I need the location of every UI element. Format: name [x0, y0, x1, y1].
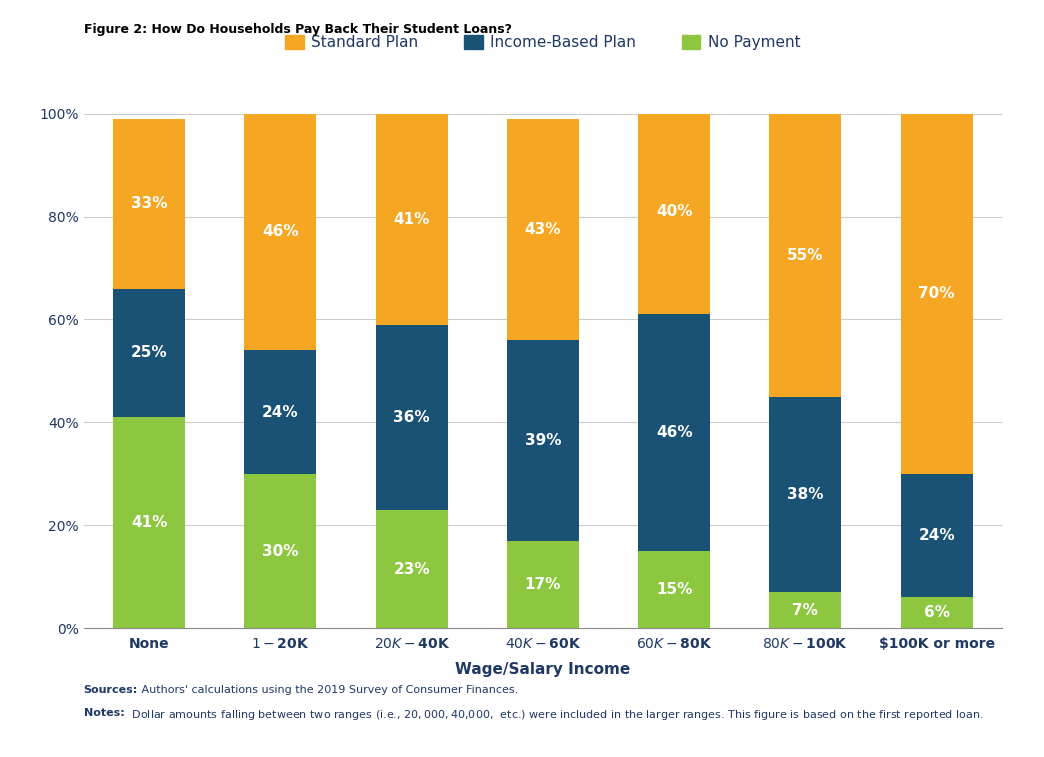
Text: 6%: 6%	[924, 606, 950, 621]
Bar	[244, 474, 316, 628]
Bar	[901, 474, 973, 597]
Text: 24%: 24%	[919, 528, 955, 544]
Text: 41%: 41%	[394, 211, 430, 226]
Bar	[506, 340, 579, 540]
Text: 46%: 46%	[656, 425, 692, 441]
Bar	[376, 510, 448, 628]
Text: 70%: 70%	[919, 286, 955, 301]
Bar	[113, 119, 185, 288]
Text: 17%: 17%	[525, 577, 561, 592]
Text: Authors' calculations using the 2019 Survey of Consumer Finances.: Authors' calculations using the 2019 Sur…	[138, 685, 518, 695]
Text: Dollar amounts falling between two ranges (i.e., $20,000, $40,000,  etc.) were i: Dollar amounts falling between two range…	[128, 708, 984, 721]
Bar	[244, 350, 316, 474]
Text: 36%: 36%	[394, 410, 430, 425]
Text: 15%: 15%	[656, 582, 692, 597]
Bar	[113, 417, 185, 628]
Bar	[769, 114, 841, 397]
X-axis label: Wage/Salary Income: Wage/Salary Income	[455, 662, 631, 677]
Text: 39%: 39%	[525, 433, 561, 448]
Text: 41%: 41%	[130, 516, 167, 531]
Bar	[244, 114, 316, 350]
Text: 55%: 55%	[787, 248, 824, 263]
Text: 43%: 43%	[525, 222, 561, 237]
Bar	[376, 114, 448, 325]
Text: Sources:: Sources:	[84, 685, 138, 695]
Bar	[376, 325, 448, 510]
Bar	[638, 108, 710, 314]
Text: 40%: 40%	[656, 204, 692, 219]
Text: 46%: 46%	[262, 224, 299, 239]
Text: Figure 2: How Do Households Pay Back Their Student Loans?: Figure 2: How Do Households Pay Back The…	[84, 23, 512, 36]
Text: 23%: 23%	[394, 562, 430, 577]
Bar	[901, 597, 973, 628]
Text: 30%: 30%	[262, 544, 299, 559]
Text: 7%: 7%	[792, 603, 818, 618]
Bar	[638, 314, 710, 551]
Legend: Standard Plan, Income-Based Plan, No Payment: Standard Plan, Income-Based Plan, No Pay…	[279, 29, 807, 56]
Text: 25%: 25%	[130, 345, 167, 360]
Bar	[506, 119, 579, 340]
Bar	[113, 288, 185, 417]
Bar	[769, 592, 841, 628]
Bar	[506, 540, 579, 628]
Text: 38%: 38%	[787, 487, 824, 502]
Bar	[769, 397, 841, 592]
Text: 33%: 33%	[130, 196, 167, 211]
Text: 24%: 24%	[262, 404, 299, 419]
Bar	[638, 551, 710, 628]
Bar	[901, 114, 973, 474]
Text: Notes:: Notes:	[84, 708, 124, 718]
